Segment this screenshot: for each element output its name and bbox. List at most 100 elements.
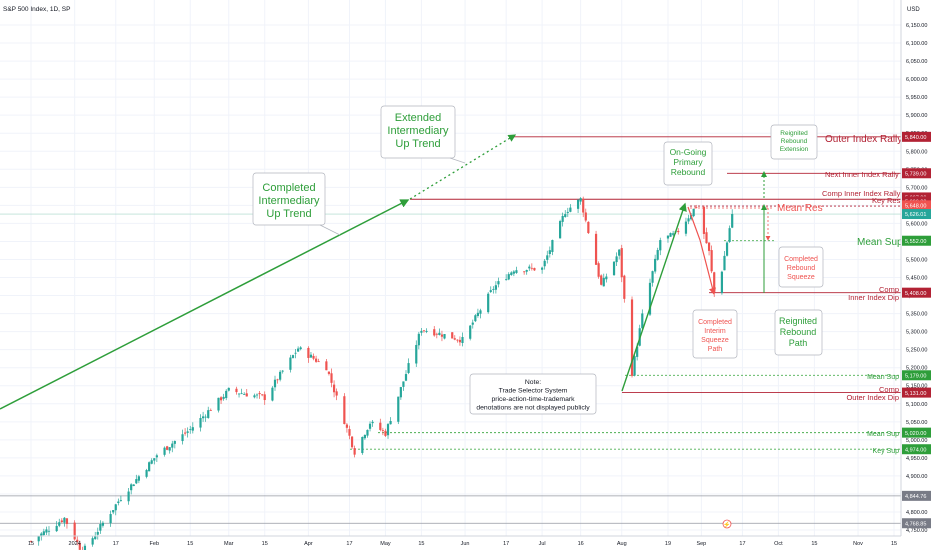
candle — [458, 336, 462, 346]
candle — [289, 354, 292, 373]
interim-squeeze-callout — [692, 309, 738, 359]
svg-text:5,739.00: 5,739.00 — [905, 171, 926, 177]
candle — [325, 359, 328, 371]
candle — [361, 436, 364, 455]
candle — [677, 228, 680, 235]
candle — [630, 296, 634, 378]
candle — [132, 484, 135, 487]
candle — [227, 387, 230, 392]
mean-sup-label: Mean Sup — [857, 237, 903, 248]
candle — [476, 308, 480, 318]
completed-squeeze-label: Completed Rebound Squeeze — [784, 256, 818, 281]
svg-text:5,552.00: 5,552.00 — [905, 239, 926, 245]
candle — [189, 425, 192, 434]
candle — [117, 498, 120, 506]
x-tick-label: May — [380, 541, 391, 547]
mean-sup-label: Mean Sup — [867, 374, 899, 381]
svg-text:5,626.01: 5,626.01 — [905, 212, 926, 218]
candle — [225, 389, 228, 401]
candle — [656, 247, 659, 261]
candle — [276, 378, 279, 384]
candle — [99, 520, 102, 534]
price-tag: 4,974.00 — [902, 444, 931, 455]
candle — [720, 270, 724, 295]
candle — [605, 273, 608, 283]
x-tick-label: 17 — [739, 541, 745, 547]
candle — [543, 258, 546, 270]
svg-text:5,179.00: 5,179.00 — [905, 373, 926, 379]
candle — [404, 370, 408, 382]
candle — [702, 205, 706, 239]
candle — [651, 270, 654, 287]
candle — [587, 221, 590, 234]
candle — [127, 487, 130, 505]
interim-squeeze-label: Completed Interim Squeeze Path — [698, 319, 732, 353]
x-tick-label: 17 — [346, 541, 352, 547]
price-tag: 5,626.01 — [902, 209, 931, 220]
candle — [109, 510, 112, 527]
candle — [456, 339, 459, 343]
candle — [181, 429, 184, 445]
candle — [348, 425, 351, 440]
extended-trend-label: Extended Intermediary Up Trend — [387, 112, 449, 150]
candle — [186, 427, 189, 438]
candle — [415, 340, 418, 367]
y-tick-label: 5,800.00 — [906, 149, 927, 155]
note-label: Note: Trade Selector System price-action-t… — [476, 379, 590, 412]
y-tick-label: 4,950.00 — [906, 456, 927, 462]
reignited-extension-label: Reignited Rebound Extension — [780, 130, 809, 153]
candle — [695, 204, 698, 209]
candle — [279, 370, 282, 382]
goto-date-icon[interactable]: ⚡ — [722, 519, 732, 529]
candle — [507, 272, 510, 281]
y-tick-label: 6,000.00 — [906, 77, 927, 83]
svg-text:4,844.76: 4,844.76 — [905, 494, 926, 500]
candle — [433, 326, 436, 337]
candle — [479, 308, 482, 319]
candle — [731, 209, 734, 229]
candle — [407, 358, 410, 375]
ongoing-rebound-label: On-Going Primary Rebound — [670, 147, 707, 177]
svg-text:4,768.85: 4,768.85 — [905, 521, 926, 527]
candle — [173, 440, 176, 449]
candle — [217, 397, 220, 413]
completed-squeeze-callout — [778, 246, 824, 288]
candle — [291, 354, 295, 359]
svg-text:5,131.00: 5,131.00 — [905, 391, 926, 397]
candle — [533, 267, 536, 271]
price-tag: 5,179.00 — [902, 370, 931, 381]
candle — [119, 495, 122, 502]
candle — [297, 346, 300, 352]
candle — [705, 227, 708, 244]
candle — [47, 526, 51, 536]
candle — [222, 393, 225, 401]
price-tag: 5,648.00 — [902, 200, 931, 211]
candle — [451, 332, 454, 339]
x-tick-label: 17 — [503, 541, 509, 547]
candle — [397, 396, 400, 425]
svg-text:5,648.00: 5,648.00 — [905, 204, 926, 210]
candle — [335, 388, 338, 401]
candle — [728, 225, 731, 243]
x-tick-label: Jun — [461, 541, 470, 547]
candle — [684, 217, 688, 237]
candle — [386, 423, 390, 439]
candle — [654, 254, 657, 274]
candle — [641, 309, 644, 331]
comp-inner-index-dip-label: Comp Inner Index Dip — [848, 285, 899, 302]
candle — [145, 468, 148, 479]
candle — [317, 358, 320, 363]
candle — [371, 419, 374, 427]
candle — [440, 330, 444, 342]
candle — [330, 368, 333, 388]
x-tick-label: Nov — [853, 541, 863, 547]
candle — [245, 389, 248, 397]
x-tick-label: 15 — [262, 541, 268, 547]
candle — [541, 266, 544, 274]
candle — [469, 324, 472, 341]
candle — [492, 286, 495, 294]
candle — [29, 540, 33, 543]
candle — [281, 370, 284, 374]
candle — [576, 199, 580, 213]
